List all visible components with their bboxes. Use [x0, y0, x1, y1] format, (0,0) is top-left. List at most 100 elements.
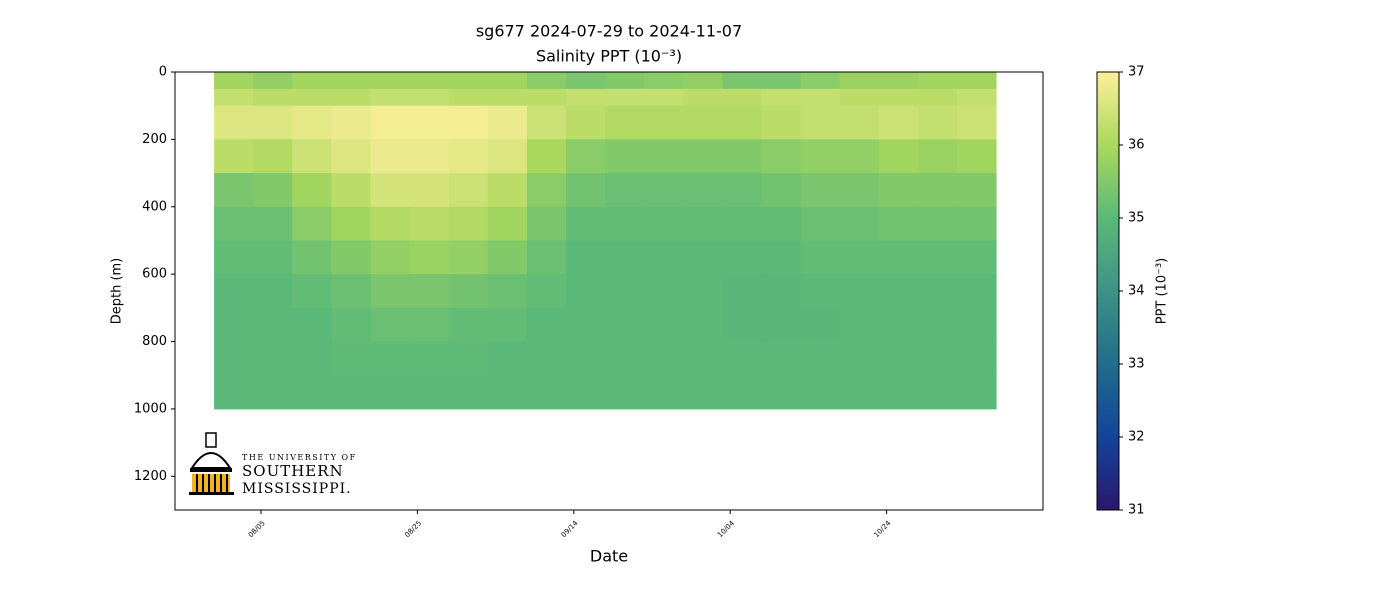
cell: [214, 173, 254, 208]
cell: [800, 307, 841, 343]
cell: [800, 72, 841, 90]
cell: [878, 375, 919, 410]
cell: [722, 206, 762, 241]
colorbar-tick-label: 33: [1128, 357, 1145, 372]
cell: [331, 307, 371, 343]
cell: [956, 206, 997, 241]
cell: [644, 341, 684, 376]
cell: [253, 375, 293, 410]
cell: [253, 105, 293, 140]
cell: [370, 173, 411, 208]
cell: [800, 105, 841, 140]
cell: [878, 72, 919, 90]
logo-step: [189, 492, 234, 495]
cell: [214, 240, 254, 275]
cell: [526, 88, 567, 107]
cell: [409, 274, 450, 309]
cell: [409, 341, 450, 376]
cell: [605, 105, 645, 140]
cell: [839, 105, 880, 140]
cell: [526, 240, 567, 275]
colorbar: [1096, 71, 1120, 511]
cell: [370, 206, 411, 241]
cell: [214, 88, 254, 107]
cell: [448, 341, 489, 376]
cell: [917, 206, 958, 241]
cell: [839, 375, 880, 410]
cell: [605, 274, 645, 309]
cell: [214, 139, 254, 174]
cell: [331, 139, 371, 174]
plot-frame: [174, 71, 1044, 511]
cell: [800, 341, 841, 376]
cell: [917, 274, 958, 309]
cell: [683, 72, 723, 90]
cell: [487, 72, 528, 90]
cell: [644, 240, 684, 275]
cell: [956, 105, 997, 140]
y-tick-label: 800: [142, 334, 167, 349]
cell: [214, 72, 254, 90]
cell: [917, 307, 958, 343]
cell: [644, 173, 684, 208]
x-tick-label: 08/05: [247, 519, 267, 539]
cell: [839, 139, 880, 174]
cell: [526, 105, 567, 140]
cell: [409, 240, 450, 275]
cell: [565, 341, 606, 376]
cell: [409, 206, 450, 241]
cell: [409, 307, 450, 343]
cell: [722, 375, 762, 410]
cell: [292, 72, 332, 90]
heatmap: [214, 72, 997, 410]
cell: [722, 105, 762, 140]
chart-subtitle: Salinity PPT (10⁻³): [536, 47, 682, 66]
cell: [644, 274, 684, 309]
colorbar-tick-label: 36: [1128, 138, 1145, 153]
cell: [253, 240, 293, 275]
cell: [956, 88, 997, 107]
cell: [487, 88, 528, 107]
logo-text: MISSISSIPPI.: [242, 481, 352, 497]
cell: [565, 72, 606, 90]
y-tick-label: 1200: [134, 469, 167, 484]
cell: [800, 206, 841, 241]
cell: [331, 88, 371, 107]
cell: [526, 307, 567, 343]
logo-text: SOUTHERN: [242, 462, 344, 480]
cell: [956, 307, 997, 343]
cell: [917, 173, 958, 208]
cell: [605, 88, 645, 107]
cell: [761, 173, 802, 208]
cell: [761, 274, 802, 309]
y-tick-label: 1000: [134, 401, 167, 416]
cell: [839, 307, 880, 343]
cell: [683, 240, 723, 275]
cell: [331, 341, 371, 376]
cell: [605, 341, 645, 376]
cell: [644, 105, 684, 140]
cell: [331, 72, 371, 90]
cell: [370, 139, 411, 174]
cell: [526, 341, 567, 376]
colorbar-tick-label: 32: [1128, 430, 1145, 445]
cell: [214, 274, 254, 309]
cell: [565, 173, 606, 208]
cell: [722, 240, 762, 275]
cell: [448, 274, 489, 309]
cell: [839, 72, 880, 90]
cell: [761, 88, 802, 107]
cell: [722, 274, 762, 309]
cell: [722, 173, 762, 208]
cell: [761, 341, 802, 376]
cell: [331, 274, 371, 309]
cell: [800, 88, 841, 107]
cell: [253, 206, 293, 241]
cell: [292, 307, 332, 343]
cell: [878, 139, 919, 174]
x-axis-label: Date: [590, 547, 628, 566]
cell: [800, 173, 841, 208]
colorbar-tick-label: 35: [1128, 211, 1145, 226]
cell: [448, 240, 489, 275]
cell: [956, 274, 997, 309]
